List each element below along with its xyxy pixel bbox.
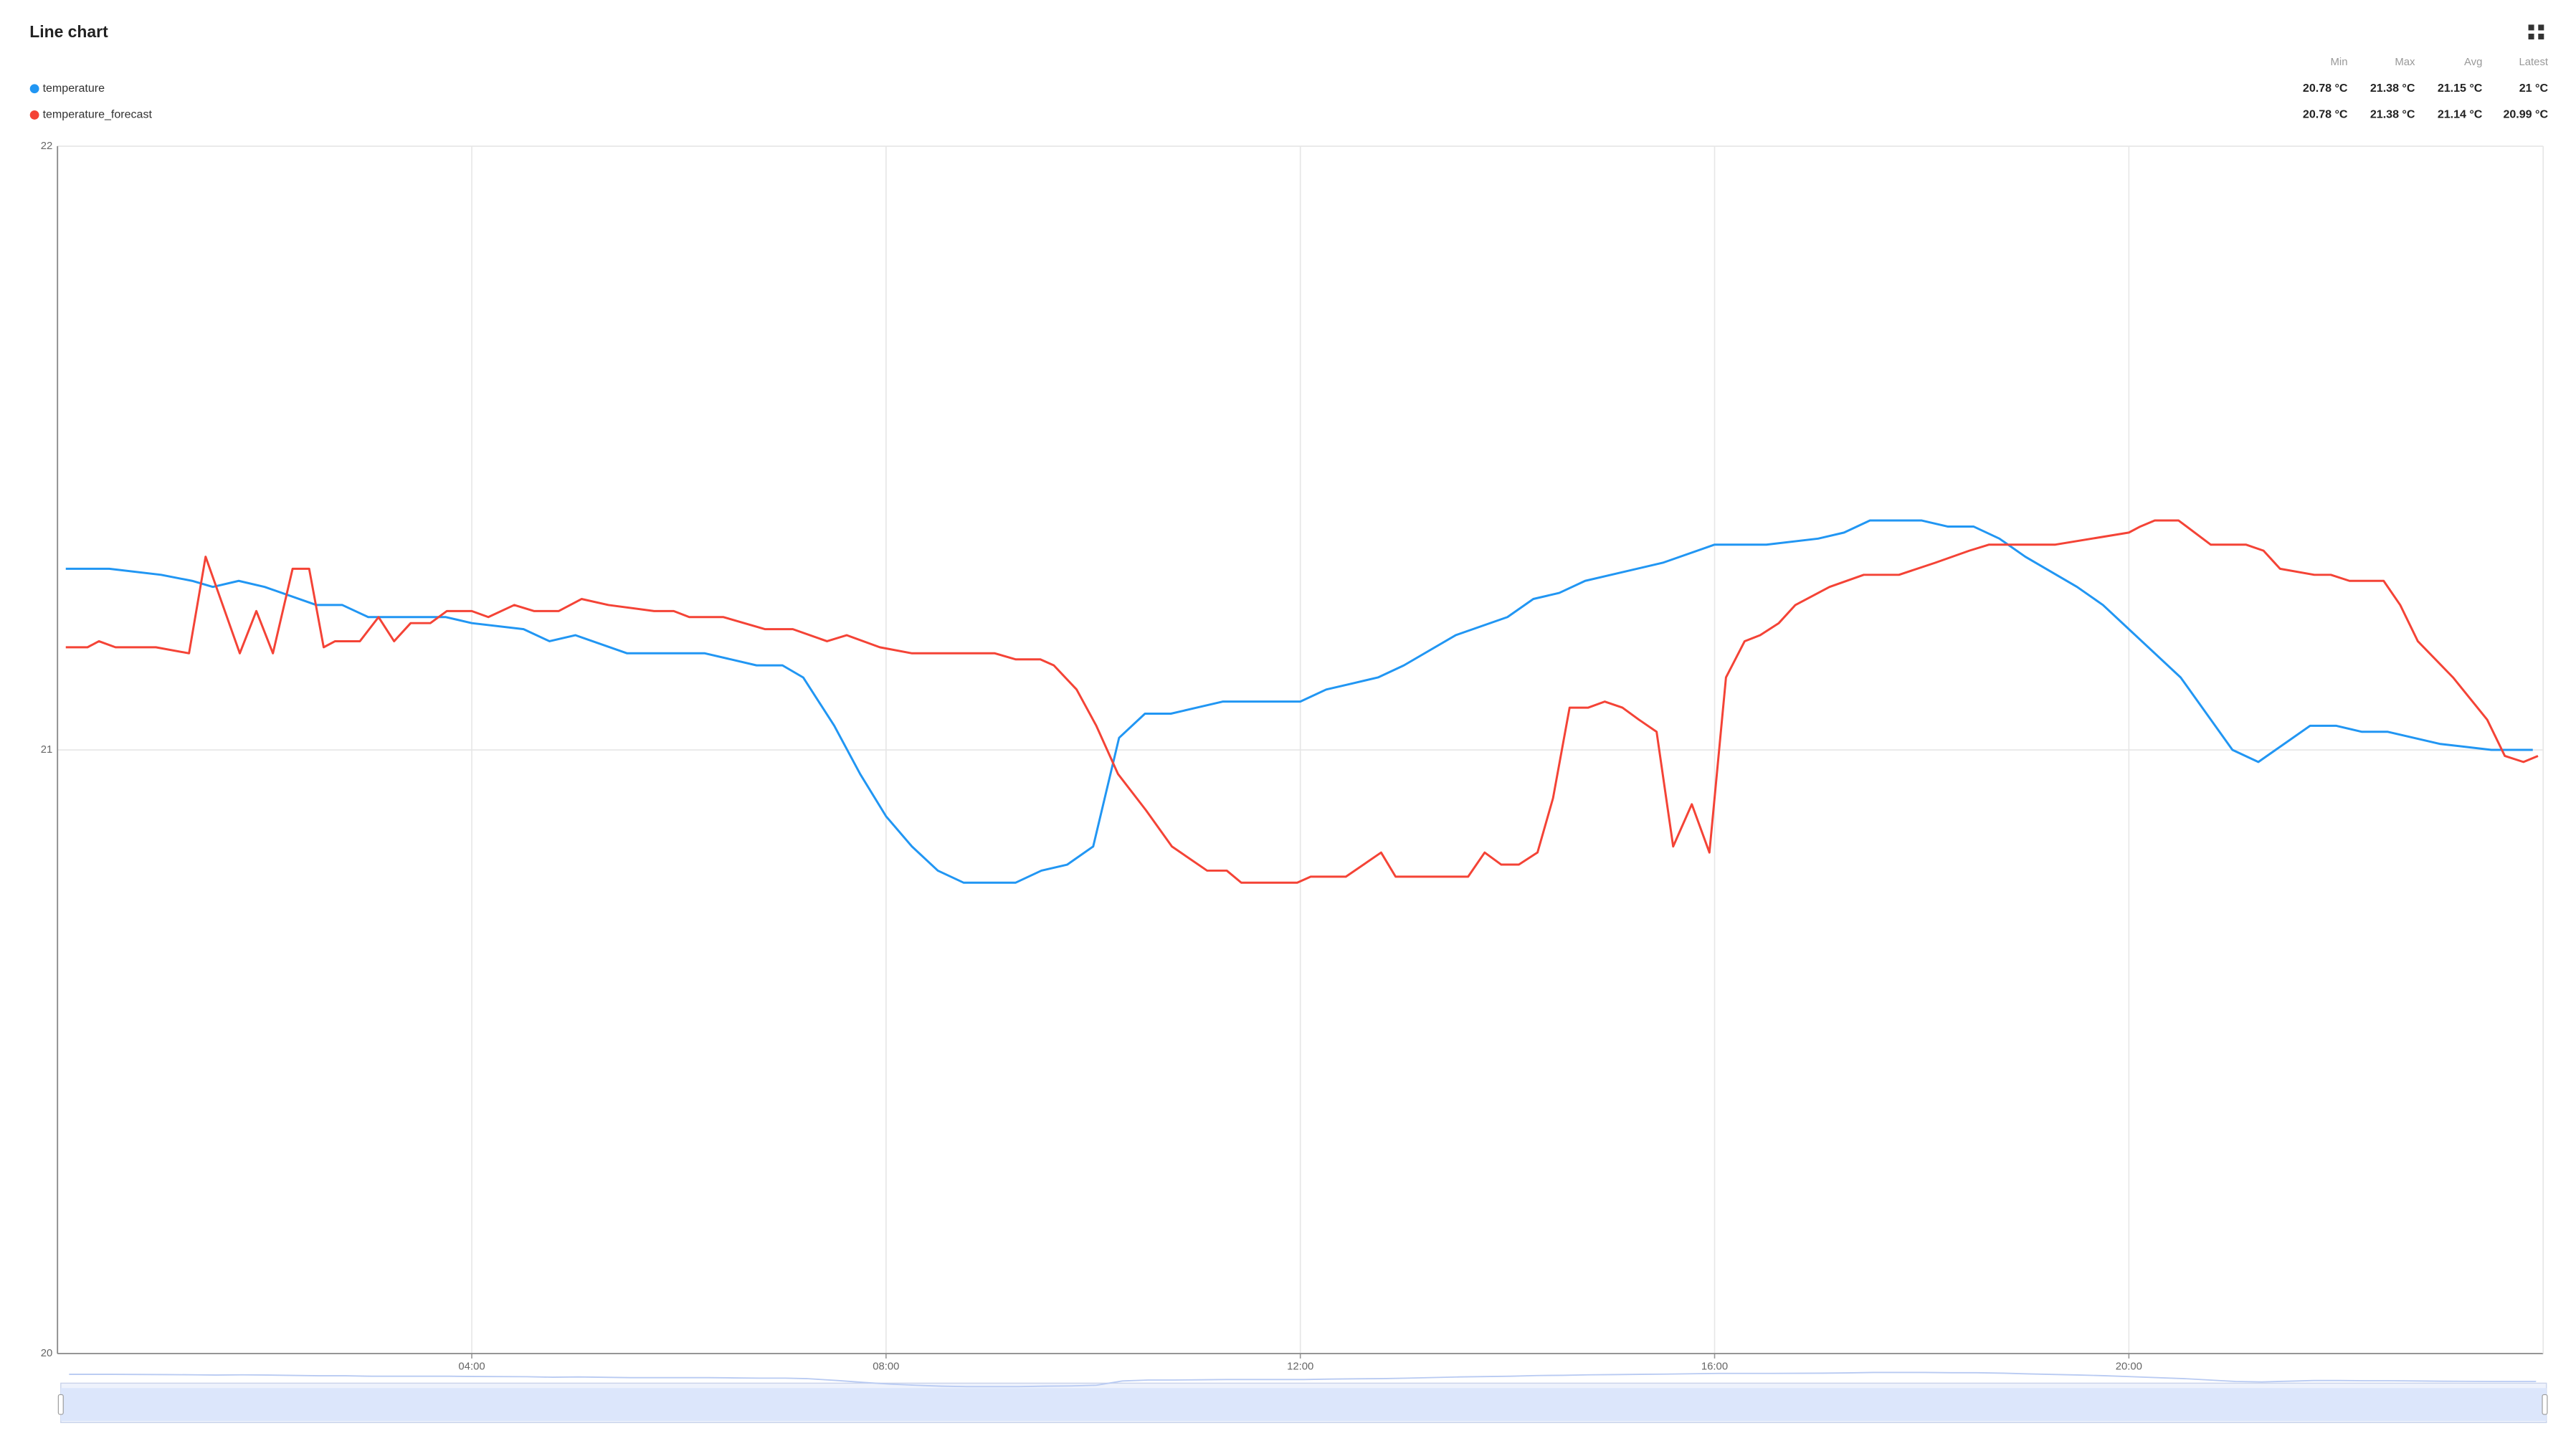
legend-stat: 21.38 °C [2370, 108, 2415, 121]
y-tick-label: 20 [41, 1348, 53, 1359]
chart-title: Line chart [29, 22, 108, 41]
icon-part [2528, 33, 2534, 39]
x-tick-label: 16:00 [1701, 1361, 1728, 1372]
legend-column-header: Latest [2519, 57, 2549, 68]
legend-label: temperature [43, 82, 105, 95]
navigator-handle[interactable] [57, 1394, 64, 1415]
legend-stat: 20.78 °C [2303, 82, 2348, 95]
navigator-selection [60, 1388, 2547, 1422]
legend-marker [29, 84, 39, 94]
legend-stat: 21.14 °C [2438, 108, 2483, 121]
legend-label: temperature_forecast [43, 108, 153, 121]
legend-stat: 21.15 °C [2438, 82, 2483, 95]
legend-column-header: Avg [2464, 57, 2482, 68]
series-line [65, 519, 2533, 884]
x-tick-label: 20:00 [2116, 1361, 2142, 1372]
y-tick-label: 22 [41, 141, 53, 152]
series-line [65, 519, 2539, 884]
fullscreen-button[interactable] [2528, 24, 2544, 39]
x-tick-label: 12:00 [1287, 1361, 1313, 1372]
legend-stat: 20.78 °C [2303, 108, 2348, 121]
x-tick-label: 08:00 [873, 1361, 899, 1372]
legend-stat: 20.99 °C [2503, 108, 2548, 121]
legend-marker [29, 110, 39, 120]
y-tick-label: 21 [41, 744, 53, 756]
legend-stat: 21.38 °C [2370, 82, 2415, 95]
icon-part [2528, 24, 2534, 31]
x-tick-label: 04:00 [458, 1361, 485, 1372]
navigator-line [69, 1371, 2537, 1388]
navigator-handle[interactable] [2542, 1394, 2548, 1415]
legend-column-header: Max [2395, 57, 2415, 68]
legend-column-header: Min [2331, 57, 2348, 68]
legend-stat: 21 °C [2519, 82, 2549, 95]
icon-part [2538, 24, 2544, 31]
icon-part [2538, 33, 2544, 39]
